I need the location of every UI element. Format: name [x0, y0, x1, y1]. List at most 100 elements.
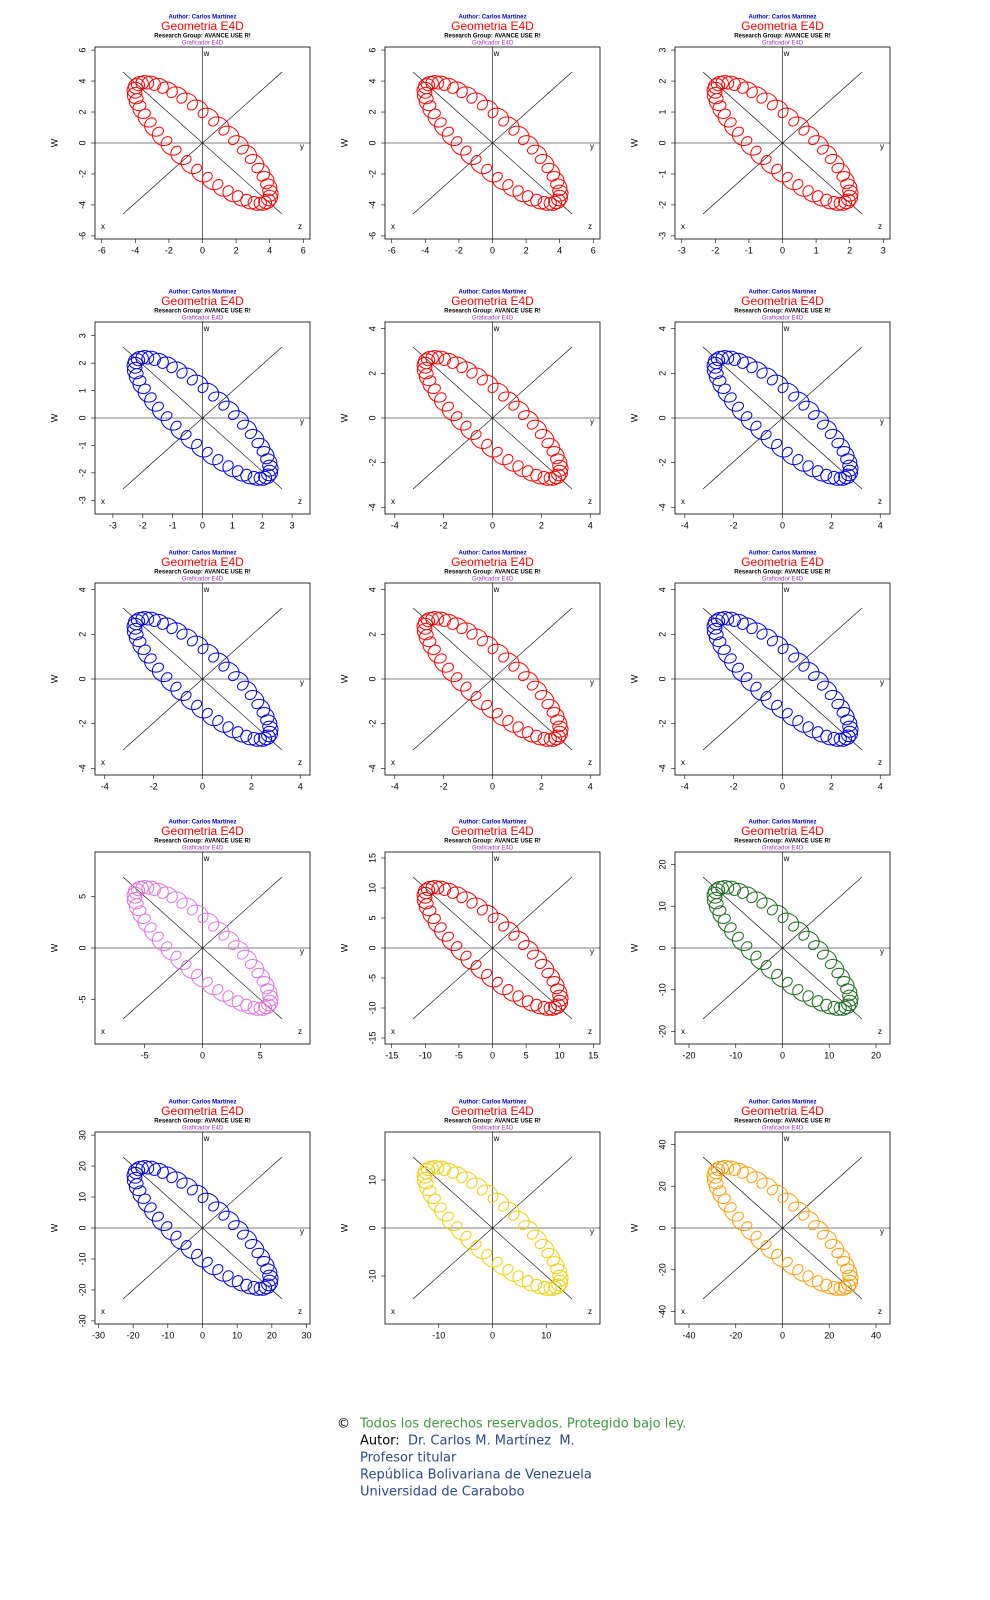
x-tick-label: 1 [814, 245, 819, 255]
axis-letter: w [203, 854, 210, 863]
y-tick-label: 0 [367, 415, 377, 420]
x-tick-label: -30 [92, 1330, 105, 1340]
y-tick-label: 0 [77, 140, 87, 145]
plot-title: Geometria E4D [451, 19, 534, 33]
axis-letter: x [391, 758, 395, 767]
rights: Todos los derechos reservados. Protegido… [359, 1417, 686, 1432]
group: Research Group: AVANCE USE R! [734, 839, 831, 845]
y-tick-label: 30 [77, 1130, 87, 1140]
y-tick-label: -6 [367, 232, 377, 240]
x-tick-label: -2 [730, 781, 738, 791]
axis-letter: z [878, 758, 882, 767]
axis-letter: x [101, 758, 105, 767]
axis-letter: w [493, 49, 500, 58]
author: Author: Carlos Martínez [748, 820, 816, 826]
x-tick-label: 2 [524, 245, 529, 255]
footer-line: República Bolivariana de Venezuela [360, 1468, 592, 1483]
axis-line [702, 346, 863, 490]
axis-letter: w [783, 324, 790, 333]
axis-letter: z [298, 1307, 302, 1316]
x-tick-label: 0 [780, 781, 785, 791]
tool: Graficador E4D [182, 846, 224, 852]
x-tick-label: -2 [165, 245, 173, 255]
footer-line: Universidad de Carabobo [360, 1485, 525, 1500]
axis-letter: w [203, 1134, 210, 1143]
axis-letter: y [880, 1227, 884, 1236]
y-tick-label: -4 [657, 764, 667, 772]
tool: Graficador E4D [762, 577, 804, 583]
axis-letter: z [878, 222, 882, 231]
y-tick-label: 4 [367, 326, 377, 331]
author: Author: Carlos Martínez [168, 1100, 236, 1106]
x-tick-label: -4 [681, 520, 689, 530]
x-tick-label: -4 [421, 245, 429, 255]
x-tick-label: 0 [780, 1330, 785, 1340]
author: Author: Carlos Martínez [748, 15, 816, 21]
plot-title: Geometria E4D [161, 824, 244, 838]
x-tick-label: -1 [745, 245, 753, 255]
y-tick-label: 0 [77, 415, 87, 420]
tool: Graficador E4D [762, 316, 804, 322]
y-tick-label: -30 [77, 1314, 87, 1327]
y-tick-label: 0 [367, 945, 377, 950]
y-axis-label: W [49, 138, 59, 147]
y-tick-label: -10 [367, 1269, 377, 1282]
x-tick-label: 3 [881, 245, 886, 255]
axis-line [122, 876, 283, 1020]
curve [126, 350, 279, 486]
curve [416, 350, 569, 486]
y-tick-label: -2 [367, 170, 377, 178]
y-tick-label: 10 [657, 901, 667, 911]
group: Research Group: AVANCE USE R! [444, 34, 541, 40]
axis-letter: z [588, 1307, 592, 1316]
y-tick-label: -2 [77, 170, 87, 178]
y-axis-label: W [629, 943, 639, 952]
axis-letter: x [681, 758, 685, 767]
author: Author: Carlos Martínez [168, 15, 236, 21]
y-tick-label: 4 [367, 587, 377, 592]
curve [706, 1160, 859, 1296]
tool: Graficador E4D [472, 41, 514, 47]
axis-letter: x [391, 497, 395, 506]
x-tick-label: 10 [824, 1050, 834, 1060]
axis-line [122, 1156, 283, 1300]
tool: Graficador E4D [472, 846, 514, 852]
x-tick-label: 2 [260, 520, 265, 530]
x-tick-label: 4 [878, 781, 883, 791]
curve [126, 75, 279, 211]
axis-letter: z [878, 1307, 882, 1316]
x-tick-label: 2 [539, 520, 544, 530]
curve [706, 880, 859, 1016]
y-tick-label: 20 [657, 860, 667, 870]
plot-title: Geometria E4D [741, 824, 824, 838]
axis-letter: x [681, 1307, 685, 1316]
x-tick-label: -1 [169, 520, 177, 530]
y-tick-label: -15 [367, 1031, 377, 1044]
axis-letter: x [681, 497, 685, 506]
axis-letter: z [878, 1027, 882, 1036]
axis-letter: x [391, 1027, 395, 1036]
x-tick-label: -4 [391, 781, 399, 791]
tool: Graficador E4D [762, 1126, 804, 1132]
y-tick-label: -2 [657, 720, 667, 728]
y-tick-label: 2 [367, 632, 377, 637]
x-tick-label: 20 [267, 1330, 277, 1340]
y-axis-label: W [629, 138, 639, 147]
x-tick-label: -20 [127, 1330, 140, 1340]
axis-letter: y [590, 947, 594, 956]
author: Author: Carlos Martínez [168, 290, 236, 296]
y-tick-label: 20 [77, 1161, 87, 1171]
y-tick-label: 2 [77, 110, 87, 115]
x-tick-label: 0 [780, 520, 785, 530]
y-tick-label: -20 [77, 1283, 87, 1296]
y-axis-label: W [629, 1223, 639, 1232]
x-tick-label: -10 [432, 1330, 445, 1340]
author: Author: Carlos Martínez [458, 290, 526, 296]
group: Research Group: AVANCE USE R! [734, 309, 831, 315]
y-axis-label: W [629, 413, 639, 422]
curve [706, 611, 859, 747]
plot-title: Geometria E4D [161, 294, 244, 308]
y-tick-label: -2 [657, 201, 667, 209]
x-tick-label: 15 [588, 1050, 598, 1060]
